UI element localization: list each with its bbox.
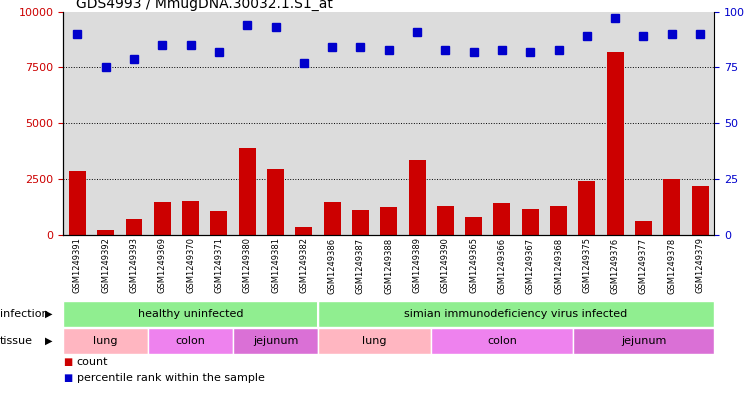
Text: lung: lung <box>362 336 387 346</box>
Bar <box>97 230 114 235</box>
Bar <box>267 169 284 235</box>
Bar <box>182 201 199 235</box>
Text: count: count <box>77 357 108 367</box>
Bar <box>154 202 171 235</box>
Text: jejunum: jejunum <box>253 336 298 346</box>
Bar <box>295 227 312 235</box>
Bar <box>324 202 341 235</box>
Bar <box>211 211 228 235</box>
Bar <box>63 328 148 354</box>
Bar <box>606 52 623 235</box>
Bar <box>126 219 143 235</box>
Text: ■: ■ <box>63 373 72 383</box>
Text: percentile rank within the sample: percentile rank within the sample <box>77 373 265 383</box>
Bar <box>465 217 482 235</box>
Bar <box>692 185 708 235</box>
Text: colon: colon <box>176 336 205 346</box>
Text: ▶: ▶ <box>45 309 52 319</box>
Text: GDS4993 / MmugDNA.30032.1.S1_at: GDS4993 / MmugDNA.30032.1.S1_at <box>77 0 333 11</box>
Text: ▶: ▶ <box>45 336 52 346</box>
Bar <box>63 301 318 327</box>
Bar <box>493 204 510 235</box>
Bar <box>318 301 714 327</box>
Text: ■: ■ <box>63 357 72 367</box>
Bar <box>239 148 256 235</box>
Bar <box>550 206 567 235</box>
Bar <box>352 210 369 235</box>
Text: healthy uninfected: healthy uninfected <box>138 309 243 319</box>
Bar <box>408 160 426 235</box>
Text: infection: infection <box>0 309 48 319</box>
Bar <box>578 181 595 235</box>
Bar <box>635 221 652 235</box>
Text: tissue: tissue <box>0 336 33 346</box>
Bar <box>69 171 86 235</box>
Bar <box>573 328 714 354</box>
Bar <box>380 207 397 235</box>
Bar <box>148 328 233 354</box>
Text: colon: colon <box>487 336 517 346</box>
Text: jejunum: jejunum <box>620 336 666 346</box>
Bar <box>437 206 454 235</box>
Bar <box>318 328 432 354</box>
Bar <box>432 328 573 354</box>
Text: lung: lung <box>94 336 118 346</box>
Bar <box>522 209 539 235</box>
Bar <box>664 179 680 235</box>
Text: simian immunodeficiency virus infected: simian immunodeficiency virus infected <box>405 309 628 319</box>
Bar <box>233 328 318 354</box>
